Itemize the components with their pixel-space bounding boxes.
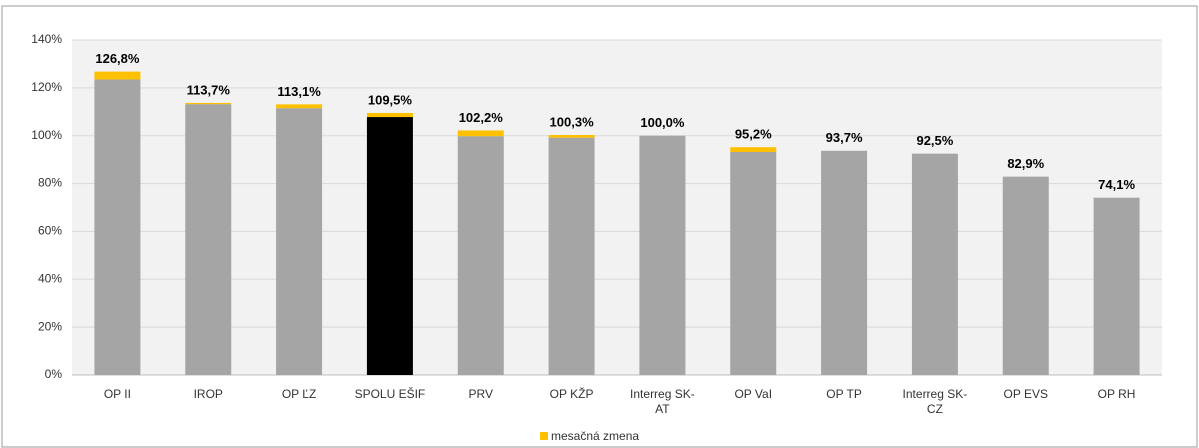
bar-segment	[821, 150, 868, 375]
x-tick-label: OP KŽP	[549, 387, 594, 401]
data-label: 109,5%	[368, 92, 413, 107]
bar-segment	[457, 136, 504, 375]
bar-segment	[185, 102, 232, 105]
data-label: 82,9%	[1007, 156, 1044, 171]
bar-segment	[185, 104, 232, 375]
bar-segment	[730, 147, 777, 152]
data-label: 74,1%	[1098, 177, 1135, 192]
bar-segment	[911, 153, 958, 375]
bar-segment	[1002, 176, 1049, 375]
bar-segment	[548, 137, 595, 375]
bar-segment	[94, 79, 141, 375]
y-tick-label: 0%	[45, 367, 63, 381]
x-tick-label: OP II	[103, 387, 131, 401]
x-tick-label: OP TP	[826, 387, 862, 401]
y-tick-label: 120%	[31, 80, 62, 94]
data-label: 113,1%	[277, 84, 321, 99]
data-label: 93,7%	[826, 130, 863, 145]
y-tick-label: 20%	[38, 319, 62, 333]
bar-segment	[457, 130, 504, 137]
bar-segment	[94, 71, 141, 80]
legend-label: mesačná zmena	[551, 429, 639, 443]
data-label: 102,2%	[459, 110, 504, 125]
data-label: 92,5%	[916, 133, 953, 148]
data-label: 95,2%	[735, 127, 772, 142]
data-label: 113,7%	[187, 82, 231, 97]
x-tick-label: OP EVS	[1003, 387, 1048, 401]
bar-segment	[366, 112, 413, 118]
x-tick-label: OP ĽZ	[281, 387, 317, 401]
legend-swatch	[540, 432, 548, 440]
data-label: 100,3%	[550, 114, 595, 129]
x-tick-label: SPOLU EŠIF	[354, 387, 426, 401]
y-tick-label: 140%	[31, 32, 62, 46]
data-label: 126,8%	[95, 51, 140, 66]
bar-segment	[548, 134, 595, 138]
y-tick-label: 100%	[31, 128, 62, 142]
x-tick-label: OP RH	[1097, 387, 1136, 401]
x-tick-label: Interreg SK-AT	[630, 387, 695, 416]
plot-area	[72, 40, 1162, 375]
x-tick-label: IROP	[193, 387, 223, 401]
bar-segment	[639, 135, 686, 375]
data-label: 100,0%	[640, 115, 685, 130]
bar-segment	[276, 108, 323, 376]
bar-segment	[1093, 197, 1140, 375]
x-tick-label: OP VaI	[734, 387, 773, 401]
x-tick-label: Interreg SK-CZ	[902, 387, 968, 416]
bar-segment	[276, 104, 323, 109]
y-tick-label: 60%	[38, 224, 62, 238]
x-tick-label: PRV	[468, 387, 493, 401]
bar-segment	[366, 117, 413, 376]
y-tick-label: 80%	[38, 176, 62, 190]
y-tick-label: 40%	[38, 271, 62, 285]
bar-segment	[730, 151, 777, 375]
